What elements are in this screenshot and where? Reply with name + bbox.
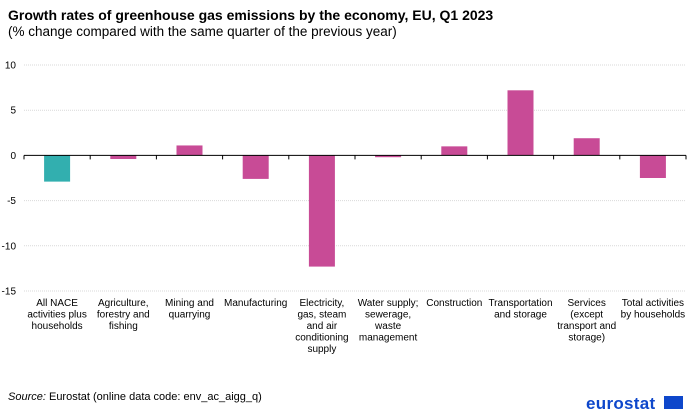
x-category-label: Mining and quarrying: [165, 298, 214, 321]
y-tick-label: -15: [2, 287, 17, 298]
x-category-label: Agriculture, forestry and fishing: [97, 298, 150, 332]
bar: [573, 138, 600, 156]
eu-flag-icon: [664, 396, 683, 409]
x-category-label: Services (except transport and storage): [557, 298, 616, 344]
y-tick-label: 5: [10, 106, 16, 117]
y-tick-label: 0: [10, 151, 16, 162]
chart-subtitle: (% change compared with the same quarter…: [8, 24, 397, 39]
bar-chart: 10 5 0 -5 -10 -15 All NACE activities plus hous…: [2, 61, 687, 355]
bar: [639, 155, 666, 178]
eurostat-logo: eurostat: [586, 394, 656, 413]
x-category-label: Transportation and storage: [488, 298, 552, 321]
bar: [441, 146, 468, 156]
zero-axis: [23, 154, 687, 160]
y-tick-label: -5: [7, 196, 16, 207]
source-note: Source: Eurostat (online data code: env_…: [8, 391, 262, 403]
bar: [308, 155, 335, 267]
bar: [507, 90, 534, 156]
y-tick-label: -10: [2, 241, 17, 252]
x-axis-labels: All NACE activities plus households Agricul…: [27, 298, 685, 355]
y-axis-ticks: 10 5 0 -5 -10 -15: [2, 61, 17, 298]
bar: [176, 145, 203, 156]
x-category-label: Water supply; sewerage, waste management: [358, 298, 419, 344]
bar: [242, 155, 269, 179]
x-category-label: Manufacturing: [224, 298, 287, 309]
x-category-label: Electricity, gas, steam and air conditionin…: [295, 298, 348, 355]
bar: [110, 155, 137, 160]
source-label: Source:: [8, 391, 46, 403]
x-category-label: Construction: [426, 298, 482, 309]
bar: [44, 155, 71, 182]
bar: [375, 155, 402, 158]
chart-title: Growth rates of greenhouse gas emissions…: [8, 7, 494, 23]
source-text: Eurostat (online data code: env_ac_aigg_…: [45, 391, 262, 403]
x-category-label: All NACE activities plus households: [27, 298, 86, 332]
bars: [44, 90, 666, 267]
x-category-label: Total activities by households: [621, 298, 686, 321]
y-tick-label: 10: [5, 61, 17, 72]
gridlines: [24, 64, 686, 292]
